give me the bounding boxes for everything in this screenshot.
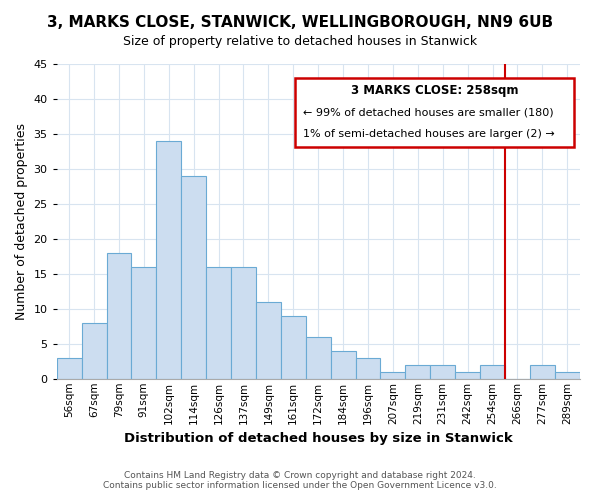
Bar <box>530 365 555 379</box>
Bar <box>256 302 281 379</box>
Bar <box>480 365 505 379</box>
Bar <box>430 365 455 379</box>
Text: 1% of semi-detached houses are larger (2) →: 1% of semi-detached houses are larger (2… <box>302 128 554 138</box>
Bar <box>455 372 480 379</box>
Bar <box>555 372 580 379</box>
Text: 3 MARKS CLOSE: 258sqm: 3 MARKS CLOSE: 258sqm <box>351 84 518 97</box>
Y-axis label: Number of detached properties: Number of detached properties <box>15 123 28 320</box>
Bar <box>281 316 306 379</box>
Bar <box>380 372 406 379</box>
Text: ← 99% of detached houses are smaller (180): ← 99% of detached houses are smaller (18… <box>302 108 553 118</box>
X-axis label: Distribution of detached houses by size in Stanwick: Distribution of detached houses by size … <box>124 432 512 445</box>
Bar <box>206 267 231 379</box>
Bar <box>157 141 181 379</box>
Bar <box>406 365 430 379</box>
Bar <box>306 337 331 379</box>
Text: Contains HM Land Registry data © Crown copyright and database right 2024.
Contai: Contains HM Land Registry data © Crown c… <box>103 470 497 490</box>
Bar <box>82 323 107 379</box>
Text: 3, MARKS CLOSE, STANWICK, WELLINGBOROUGH, NN9 6UB: 3, MARKS CLOSE, STANWICK, WELLINGBOROUGH… <box>47 15 553 30</box>
Bar <box>231 267 256 379</box>
Text: Size of property relative to detached houses in Stanwick: Size of property relative to detached ho… <box>123 35 477 48</box>
Bar <box>107 253 131 379</box>
Bar <box>331 351 356 379</box>
Bar <box>181 176 206 379</box>
FancyBboxPatch shape <box>295 78 574 148</box>
Bar <box>131 267 157 379</box>
Bar <box>57 358 82 379</box>
Bar <box>356 358 380 379</box>
